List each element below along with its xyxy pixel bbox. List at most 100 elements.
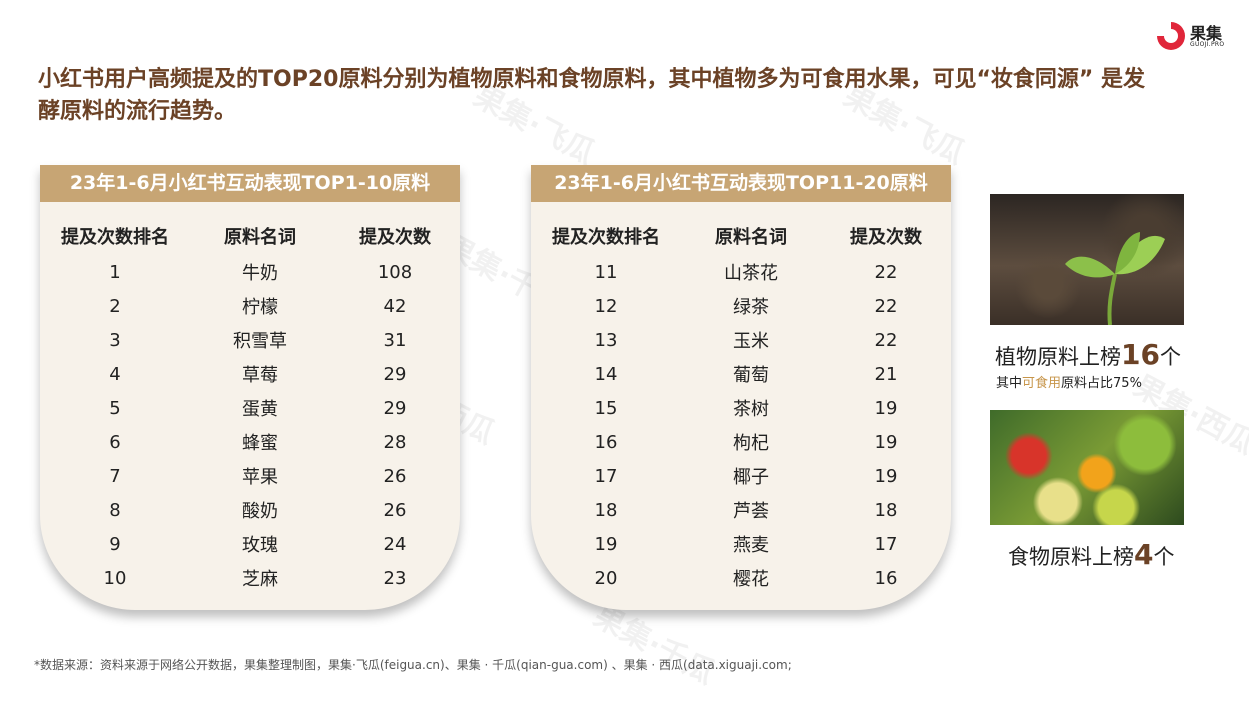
rank-cell: 10 bbox=[103, 567, 127, 589]
ingredient-cell: 绿茶 bbox=[733, 297, 769, 318]
rank-cell: 19 bbox=[594, 533, 618, 555]
rank-cell: 18 bbox=[594, 499, 618, 521]
count-cell: 28 bbox=[383, 431, 407, 453]
column-header-ingredient: 原料名词 bbox=[715, 227, 787, 248]
count-cell: 21 bbox=[874, 363, 898, 385]
table-row: 10 芝麻 23 bbox=[40, 561, 460, 595]
ingredient-cell: 山茶花 bbox=[724, 263, 778, 284]
table-row: 7 苹果 26 bbox=[40, 459, 460, 493]
food-caption-suffix: 个 bbox=[1153, 545, 1175, 569]
count-cell: 29 bbox=[383, 363, 407, 385]
rank-cell: 5 bbox=[109, 397, 121, 419]
plant-count-caption: 植物原料上榜16个 bbox=[995, 338, 1181, 371]
ingredient-cell: 芦荟 bbox=[733, 501, 769, 522]
table-row: 11 山茶花 22 bbox=[531, 255, 951, 289]
rank-cell: 16 bbox=[594, 431, 618, 453]
count-cell: 26 bbox=[383, 465, 407, 487]
rank-cell: 13 bbox=[594, 329, 618, 351]
plant-note-highlight: 可食用 bbox=[1022, 376, 1062, 391]
table-row: 8 酸奶 26 bbox=[40, 493, 460, 527]
ingredient-cell: 酸奶 bbox=[242, 501, 278, 522]
count-cell: 22 bbox=[874, 329, 898, 351]
ingredient-cell: 葡萄 bbox=[733, 365, 769, 386]
table-row: 12 绿茶 22 bbox=[531, 289, 951, 323]
count-cell: 18 bbox=[874, 499, 898, 521]
food-caption-prefix: 食物原料上榜 bbox=[1008, 545, 1134, 569]
count-cell: 31 bbox=[383, 329, 407, 351]
ingredient-cell: 枸杞 bbox=[733, 433, 769, 454]
ingredient-cell: 积雪草 bbox=[233, 331, 287, 352]
count-cell: 23 bbox=[383, 567, 407, 589]
food-count-caption: 食物原料上榜4个 bbox=[1008, 538, 1174, 571]
plant-seedling-photo bbox=[990, 194, 1184, 325]
rank-cell: 3 bbox=[109, 329, 121, 351]
ingredient-cell: 椰子 bbox=[733, 467, 769, 488]
rank-cell: 15 bbox=[594, 397, 618, 419]
column-header-count: 提及次数 bbox=[359, 227, 431, 248]
rank-cell: 11 bbox=[594, 261, 618, 283]
rank-cell: 8 bbox=[109, 499, 121, 521]
rank-cell: 7 bbox=[109, 465, 121, 487]
table-row: 19 燕麦 17 bbox=[531, 527, 951, 561]
source-footnote: *数据来源：资料来源于网络公开数据，果集整理制图，果集·飞瓜(feigua.cn… bbox=[34, 658, 792, 672]
plant-note-prefix: 其中 bbox=[996, 376, 1023, 391]
table-row: 4 草莓 29 bbox=[40, 357, 460, 391]
table-row: 5 蛋黄 29 bbox=[40, 391, 460, 425]
food-count: 4 bbox=[1134, 538, 1154, 571]
table-header: 提及次数排名 原料名词 提及次数 bbox=[531, 223, 951, 249]
rank-cell: 12 bbox=[594, 295, 618, 317]
logo-mark-icon bbox=[1157, 22, 1185, 50]
count-cell: 108 bbox=[377, 261, 413, 283]
rank-cell: 9 bbox=[109, 533, 121, 555]
headline: 小红书用户高频提及的TOP20原料分别为植物原料和食物原料，其中植物多为可食用水… bbox=[38, 67, 1146, 124]
rank-cell: 4 bbox=[109, 363, 121, 385]
ingredient-cell: 玫瑰 bbox=[242, 535, 278, 556]
brand-logo: 果集 GUOJI.PRO bbox=[1157, 20, 1237, 54]
table-row: 14 葡萄 21 bbox=[531, 357, 951, 391]
count-cell: 19 bbox=[874, 431, 898, 453]
ingredient-cell: 玉米 bbox=[733, 331, 769, 352]
table-body: 1 牛奶 108 2 柠檬 42 3 积雪草 31 4 草莓 29 5 蛋黄 29 6 蜂蜜 28 7 苹果 26 8 酸奶… bbox=[40, 255, 460, 595]
ingredient-cell: 牛奶 bbox=[242, 263, 278, 284]
table-row: 15 茶树 19 bbox=[531, 391, 951, 425]
ingredient-cell: 芝麻 bbox=[242, 569, 278, 590]
table-body: 11 山茶花 22 12 绿茶 22 13 玉米 22 14 葡萄 21 15 茶树 19 16 枸杞 19 17 椰… bbox=[531, 255, 951, 595]
table-row: 9 玫瑰 24 bbox=[40, 527, 460, 561]
table-row: 17 椰子 19 bbox=[531, 459, 951, 493]
count-cell: 29 bbox=[383, 397, 407, 419]
table-title: 23年1-6月小红书互动表现TOP11-20原料 bbox=[531, 165, 951, 202]
rank-cell: 2 bbox=[109, 295, 121, 317]
rank-cell: 20 bbox=[594, 567, 618, 589]
table-row: 6 蜂蜜 28 bbox=[40, 425, 460, 459]
table-card-top1-10: 23年1-6月小红书互动表现TOP1-10原料 提及次数排名 原料名词 提及次数… bbox=[40, 165, 460, 610]
table-header: 提及次数排名 原料名词 提及次数 bbox=[40, 223, 460, 249]
table-row: 13 玉米 22 bbox=[531, 323, 951, 357]
count-cell: 19 bbox=[874, 465, 898, 487]
ingredient-cell: 蜂蜜 bbox=[242, 433, 278, 454]
count-cell: 42 bbox=[383, 295, 407, 317]
count-cell: 22 bbox=[874, 261, 898, 283]
rank-cell: 6 bbox=[109, 431, 121, 453]
plant-note-suffix: 原料占比75% bbox=[1061, 376, 1142, 391]
table-row: 3 积雪草 31 bbox=[40, 323, 460, 357]
table-row: 20 樱花 16 bbox=[531, 561, 951, 595]
column-header-ingredient: 原料名词 bbox=[224, 227, 296, 248]
rank-cell: 1 bbox=[109, 261, 121, 283]
count-cell: 22 bbox=[874, 295, 898, 317]
column-header-count: 提及次数 bbox=[850, 227, 922, 248]
ingredient-cell: 草莓 bbox=[242, 365, 278, 386]
logo-sub: GUOJI.PRO bbox=[1190, 41, 1225, 48]
table-title: 23年1-6月小红书互动表现TOP1-10原料 bbox=[40, 165, 460, 202]
count-cell: 24 bbox=[383, 533, 407, 555]
ingredient-cell: 樱花 bbox=[733, 569, 769, 590]
column-header-rank: 提及次数排名 bbox=[552, 227, 660, 248]
ingredient-cell: 苹果 bbox=[242, 467, 278, 488]
fruit-market-photo bbox=[990, 410, 1184, 525]
table-card-top11-20: 23年1-6月小红书互动表现TOP11-20原料 提及次数排名 原料名词 提及次… bbox=[531, 165, 951, 610]
ingredient-cell: 柠檬 bbox=[242, 297, 278, 318]
count-cell: 26 bbox=[383, 499, 407, 521]
table-row: 18 芦荟 18 bbox=[531, 493, 951, 527]
ingredient-cell: 茶树 bbox=[733, 399, 769, 420]
table-row: 1 牛奶 108 bbox=[40, 255, 460, 289]
rank-cell: 17 bbox=[594, 465, 618, 487]
